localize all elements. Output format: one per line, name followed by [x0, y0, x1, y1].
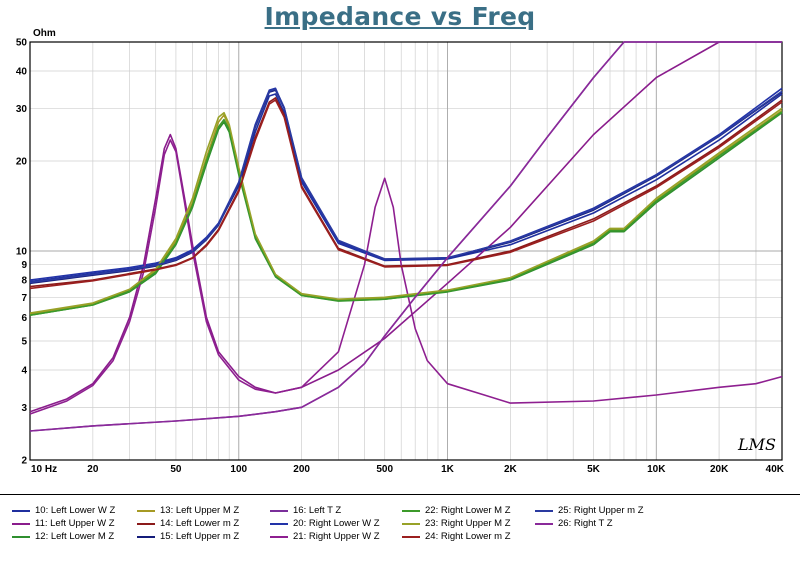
y-tick-label: 7	[21, 293, 27, 304]
x-tick-label: 50	[170, 464, 182, 475]
legend-label: 25: Right Upper m Z	[558, 505, 644, 516]
legend-label: 23: Right Upper M Z	[425, 518, 511, 529]
x-tick-label: 200	[293, 464, 310, 475]
x-tick-label: 40K	[766, 464, 785, 475]
series-line-11	[29, 41, 782, 413]
legend-label: 13: Left Upper M Z	[160, 505, 240, 516]
legend-swatch	[270, 535, 288, 538]
legend-swatch	[137, 509, 155, 512]
legend-entry: 20: Right Lower W Z	[270, 518, 380, 529]
y-tick-label: 3	[21, 403, 27, 414]
legend-entry: 10: Left Lower W Z	[12, 505, 115, 516]
y-tick-label: 5	[21, 337, 27, 348]
legend-entry: 22: Right Lower M Z	[402, 505, 511, 516]
legend-entry: 15: Left Upper m Z	[137, 531, 239, 542]
y-tick-label: 8	[21, 275, 27, 286]
legend-swatch	[270, 522, 288, 525]
y-tick-label: 6	[21, 313, 27, 324]
legend-swatch	[402, 535, 420, 538]
x-tick-label: 1K	[441, 464, 455, 475]
legend-swatch	[137, 522, 155, 525]
legend-entry: 12: Left Lower M Z	[12, 531, 114, 542]
y-tick-label: 9	[21, 260, 27, 271]
x-tick-label: 100	[230, 464, 247, 475]
chart-title: Impedance vs Freq	[264, 2, 536, 31]
legend-swatch	[535, 522, 553, 525]
legend-entry: 11: Left Upper W Z	[12, 518, 115, 529]
x-tick-label: 10 Hz	[31, 464, 57, 475]
legend-label: 15: Left Upper m Z	[160, 531, 240, 542]
legend-entry: 25: Right Upper m Z	[535, 505, 644, 516]
legend-entry: 24: Right Lower m Z	[402, 531, 511, 542]
legend-swatch	[270, 509, 288, 512]
legend-label: 10: Left Lower W Z	[35, 505, 116, 516]
x-tick-label: 10K	[647, 464, 666, 475]
series-line-23	[29, 107, 783, 314]
legend: 10: Left Lower W Z 11: Left Upper W Z 12: …	[0, 494, 800, 564]
legend-label: 14: Left Lower m Z	[160, 518, 240, 529]
legend-swatch	[12, 535, 30, 538]
legend-entry: 14: Left Lower m Z	[137, 518, 239, 529]
series-line-21	[29, 139, 783, 415]
y-axis-label: Ohm	[33, 28, 56, 39]
legend-label: 11: Left Upper W Z	[35, 518, 115, 529]
y-tick-label: 4	[21, 365, 27, 376]
legend-label: 16: Left T Z	[293, 505, 342, 516]
legend-label: 22: Right Lower M Z	[425, 505, 511, 516]
x-tick-label: 20K	[710, 464, 729, 475]
plot-frame	[29, 41, 783, 461]
lms-watermark: LMS	[737, 435, 776, 454]
series-line-26	[29, 41, 782, 432]
legend-entry: 13: Left Upper M Z	[137, 505, 239, 516]
series-line-22	[29, 111, 783, 316]
legend-label: 26: Right T Z	[558, 518, 613, 529]
impedance-chart: 2 3 4 5 6 7 8 9 10 20 30 40 50 10 Hz 20 50 100 200 500 1K 2K…	[16, 38, 785, 476]
x-tick-label: 5K	[587, 464, 601, 475]
x-tick-label: 500	[376, 464, 393, 475]
legend-label: 21: Right Upper W Z	[293, 531, 380, 542]
legend-entry: 23: Right Upper M Z	[402, 518, 511, 529]
x-tick-label: 20	[87, 464, 99, 475]
legend-swatch	[402, 522, 420, 525]
y-tick-label: 20	[16, 156, 28, 167]
y-tick-label: 50	[16, 38, 28, 49]
legend-entry: 26: Right T Z	[535, 518, 613, 529]
legend-swatch	[137, 535, 155, 538]
x-tick-label: 2K	[504, 464, 518, 475]
legend-label: 12: Left Lower M Z	[35, 531, 115, 542]
y-tick-label: 30	[16, 104, 28, 115]
legend-entry: 21: Right Upper W Z	[270, 531, 380, 542]
y-tick-label: 10	[16, 247, 28, 258]
legend-swatch	[12, 509, 30, 512]
legend-label: 20: Right Lower W Z	[293, 518, 380, 529]
legend-swatch	[12, 522, 30, 525]
y-tick-label: 2	[21, 456, 27, 467]
legend-swatch	[402, 509, 420, 512]
legend-swatch	[535, 509, 553, 512]
legend-label: 24: Right Lower m Z	[425, 531, 511, 542]
series-line-25	[29, 88, 783, 284]
series-line-24	[29, 99, 783, 290]
legend-entry: 16: Left T Z	[270, 505, 341, 516]
y-tick-label: 40	[16, 66, 28, 77]
